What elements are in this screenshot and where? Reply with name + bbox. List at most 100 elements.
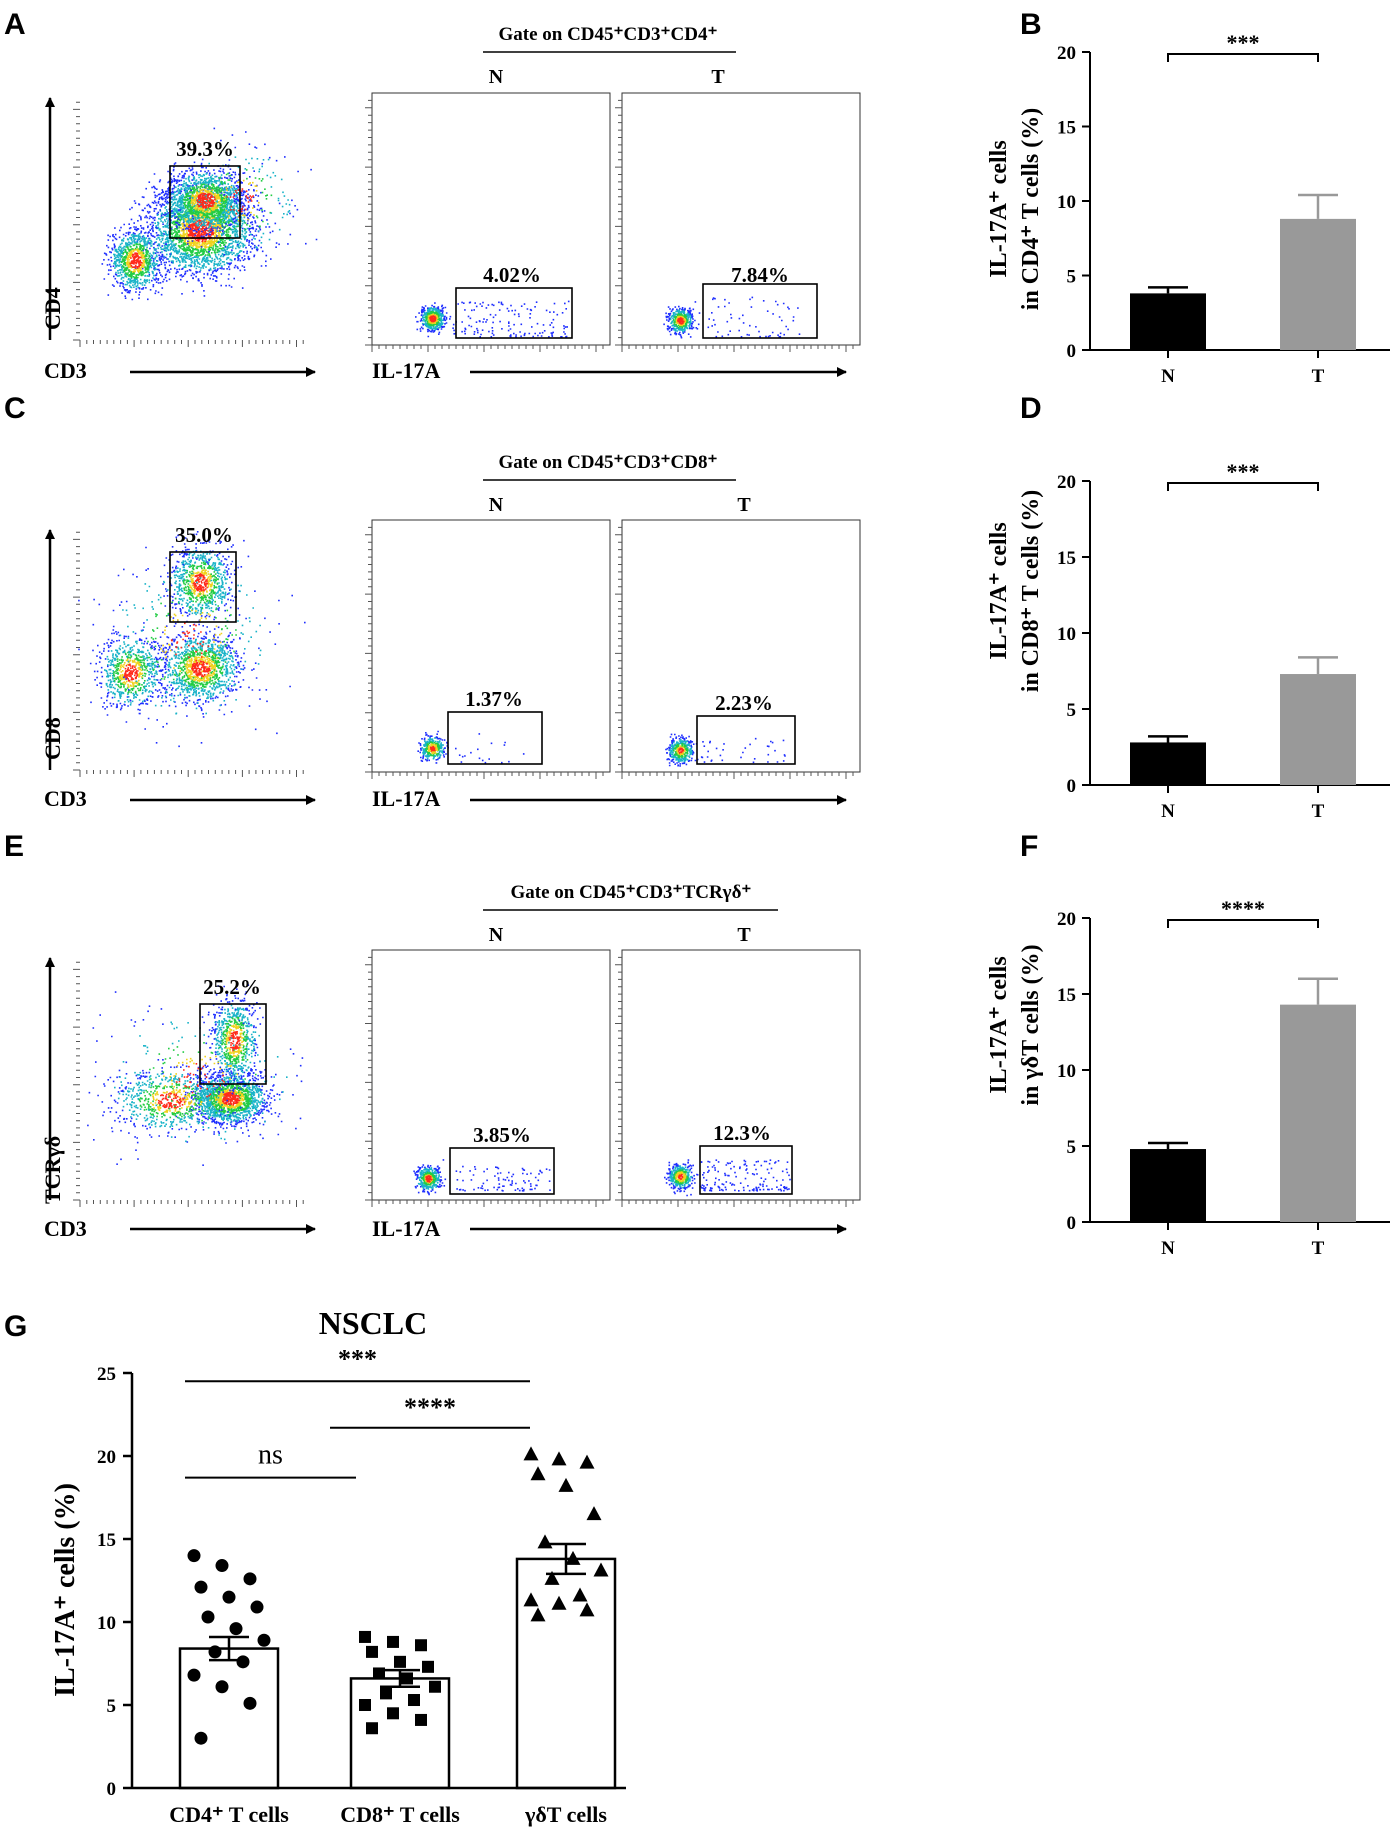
event-density [147,617,260,717]
axis-ticks [615,99,854,352]
gate-title: Gate on CD45⁺CD3⁺CD4⁺ [498,24,717,45]
gate-box [169,165,241,239]
data-point [236,1655,250,1669]
event-density [165,638,236,700]
y-tick-label: 10 [97,1613,116,1634]
error-bar [1298,656,1338,675]
gate-label-t: 2.23% [715,691,773,715]
data-point [537,1534,553,1549]
bar-t [1280,674,1356,785]
significance-label: *** [1227,459,1260,484]
y-tick-label: 15 [97,1530,116,1551]
y-tick-label: 10 [1057,192,1076,213]
data-point [359,1699,371,1711]
data-point [551,1595,567,1610]
bar-chart-d: IL-17A⁺ cells in CD8⁺ T cells (%) 0 5 10 15… [986,459,1390,822]
x-tick-label: γδT cells [524,1802,607,1827]
y-tick-label: 5 [107,1696,117,1717]
plot-n-label: N [489,66,504,88]
y-tick-label: 15 [1057,118,1076,139]
panel-letter-c: C [4,392,26,425]
bar-chart-f: IL-17A⁺ cells in γδT cells (%) 0 5 10 15 20 N… [986,896,1390,1259]
data-point [544,1570,560,1585]
il17a-xlabel: IL-17A [372,358,441,383]
event-density [673,1169,689,1185]
y-axis-label: IL-17A⁺ cells (%) [50,1483,81,1697]
event-density [182,561,219,604]
il17a-xlabel: IL-17A [372,1216,441,1241]
data-point [194,1580,208,1594]
error-bar [1298,977,1338,1005]
gate-box-t [699,1145,793,1195]
significance-bracket [1167,482,1319,491]
bar-group-2 [349,1677,451,1790]
gate-box-t [702,283,818,339]
panel-letter-b: B [1020,8,1042,41]
left-ylabel: CD4 [40,287,65,330]
data-point [229,1622,243,1636]
event-density [173,550,228,616]
error-bar [1298,193,1338,219]
axis-ticks [365,526,604,779]
event-density [669,309,692,333]
event-density [104,640,158,706]
plot-n-frame [371,519,611,773]
event-density [160,533,241,633]
data-point [215,1559,229,1573]
flow-plot-left [73,961,304,1207]
y-tick-label: 20 [97,1447,116,1468]
data-point [422,1660,434,1673]
data-point [208,1645,222,1659]
left-xlabel: CD3 [44,1216,87,1241]
gate-box-n [449,1147,555,1195]
event-density [146,158,262,248]
data-point [408,1694,420,1707]
bar-chart-b: IL-17A⁺ cells in CD4⁺ T cells (%) 0 5 10 15… [986,30,1390,387]
plot-t-label: T [737,924,751,946]
y-tick-label: 0 [1067,1213,1077,1234]
error-bar [380,1668,420,1688]
flow-plot-t [615,956,854,1207]
event-density [415,302,452,338]
y-tick-label: 10 [1057,1061,1076,1082]
event-density [413,1159,447,1196]
event-density [157,1092,186,1109]
y-tick-label: 0 [1067,776,1077,797]
axis-ticks [73,101,304,347]
flow-plot-n [365,956,604,1207]
event-density [122,1073,220,1128]
y-tick-label: 20 [1057,472,1076,493]
gate-box-t [696,715,796,765]
gate-label-t: 7.84% [731,263,789,287]
event-density [129,252,143,269]
event-density [187,219,215,243]
il17a-positive-events [452,300,570,338]
panel-letter-f: F [1020,830,1038,863]
x-tick-label: T [1312,366,1325,387]
axis-ticks [73,961,304,1207]
data-point [394,1655,406,1668]
data-point [222,1590,236,1604]
data-point [359,1630,371,1643]
left-gate-label: 35.0% [175,523,233,547]
data-point [387,1635,399,1648]
data-point [215,1680,229,1694]
bar-n [1130,1149,1206,1222]
flow-plot-left [73,531,306,777]
event-density [669,739,693,763]
data-point [530,1607,546,1622]
data-point [257,1633,271,1647]
flow-plot-t [615,99,854,352]
data-point [558,1477,574,1492]
left-xlabel: CD3 [44,358,87,383]
event-density [675,745,686,757]
plot-n-frame [371,949,611,1201]
event-density [216,1088,246,1110]
event-density [222,1091,241,1106]
gate-title: Gate on CD45⁺CD3⁺TCRγδ⁺ [511,882,752,903]
event-density [191,659,211,678]
y-tick-label: 20 [1057,43,1076,64]
panel-letter-e: E [4,830,24,863]
flow-plot-n [365,99,604,352]
